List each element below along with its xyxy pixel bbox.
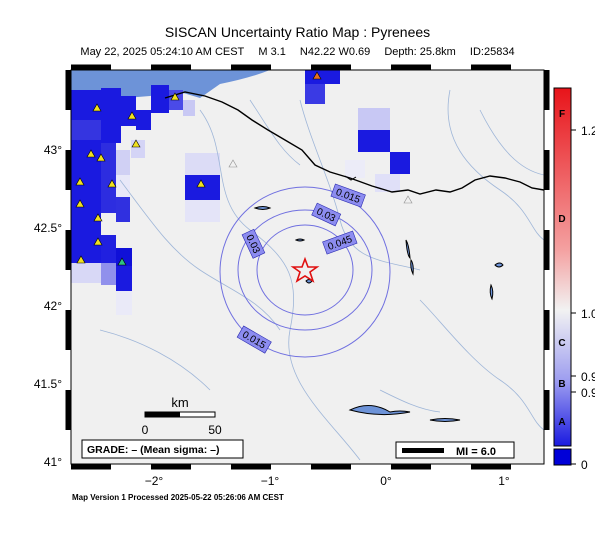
station-icon (76, 255, 86, 264)
colorbar-grade: B (558, 379, 565, 390)
event-depth: Depth: 25.8km (384, 46, 456, 58)
station-icon (96, 153, 106, 162)
rivers (99, 89, 544, 461)
colorbar-bottom-swatch (553, 448, 572, 466)
uncertainty-contours (219, 186, 391, 358)
lat-tick-label: 42° (44, 299, 62, 313)
mi-legend: MI = 6.0 (395, 441, 515, 459)
lat-tick-label: 41.5° (34, 377, 62, 391)
epicenter-star-icon (290, 256, 320, 283)
station-icon (403, 195, 413, 204)
lat-tick-label: 43° (44, 143, 62, 157)
longitude-axis: −2° −1° 0° 1° (145, 474, 510, 488)
station-icon (131, 139, 141, 148)
grade-text: GRADE: – (Mean sigma: –) (87, 444, 219, 456)
colorbar-value: 0.9 (581, 370, 595, 384)
station-icon (228, 159, 238, 168)
station-icon (107, 179, 117, 188)
reservoirs (253, 206, 504, 422)
map-title: SISCAN Uncertainty Ratio Map : Pyrenees (164, 24, 431, 40)
colorbar-value: 1.2 (581, 124, 595, 138)
colorbar-gradient (553, 87, 572, 447)
lat-tick-label: 41° (44, 455, 62, 469)
station-icon (93, 237, 103, 246)
event-location: N42.22 W0.69 (299, 46, 371, 58)
lat-tick-label: 42.5° (34, 221, 62, 235)
event-datetime: May 22, 2025 05:24:10 AM CEST (80, 46, 245, 58)
scale-bar: km 0 50 (142, 395, 222, 437)
station-icon (86, 149, 96, 158)
station-icon (312, 71, 322, 80)
seismic-stations (75, 71, 413, 266)
national-border (164, 91, 544, 195)
colorbar-value: 0 (581, 458, 588, 472)
colorbar-value: 0.9 (581, 386, 595, 400)
contour-middle (237, 209, 373, 331)
map-frame (65, 64, 550, 470)
uncertainty-grid (71, 70, 410, 315)
station-icon (170, 92, 180, 101)
lon-tick-label: −2° (145, 474, 164, 488)
station-icon (127, 111, 137, 120)
scale-tick: 0 (142, 423, 149, 437)
contour-outer (219, 186, 391, 358)
station-icon (117, 257, 127, 266)
scale-unit: km (171, 395, 188, 410)
lon-tick-label: 1° (498, 474, 510, 488)
latitude-axis: 43° 42.5° 42° 41.5° 41° (34, 143, 62, 469)
station-icon (196, 179, 206, 188)
event-id: ID:25834 (469, 46, 515, 58)
colorbar-value: 1.0 (581, 307, 595, 321)
station-icon (75, 177, 85, 186)
grade-box: GRADE: – (Mean sigma: –) (81, 439, 244, 459)
map-subtitle: May 22, 2025 05:24:10 AM CEST M 3.1 N42.… (0, 46, 595, 58)
event-magnitude: M 3.1 (258, 46, 286, 58)
station-icon (92, 103, 102, 112)
mi-legend-text: MI = 6.0 (456, 446, 496, 458)
station-icon (93, 213, 103, 222)
contour-inner (256, 224, 354, 316)
lon-tick-label: 0° (380, 474, 392, 488)
map-area (65, 64, 550, 470)
scale-tick: 50 (208, 423, 222, 437)
colorbar-grade: A (558, 417, 565, 428)
colorbar: F D C B A 1.2 1.0 0.9 0.9 0 (553, 87, 595, 472)
lon-tick-label: −1° (261, 474, 280, 488)
colorbar-grade: C (558, 338, 565, 349)
colorbar-grade: D (558, 214, 565, 225)
colorbar-grade: F (559, 109, 565, 120)
station-icon (75, 199, 85, 208)
processing-footer: Map Version 1 Processed 2025-05-22 05:26… (72, 493, 284, 502)
